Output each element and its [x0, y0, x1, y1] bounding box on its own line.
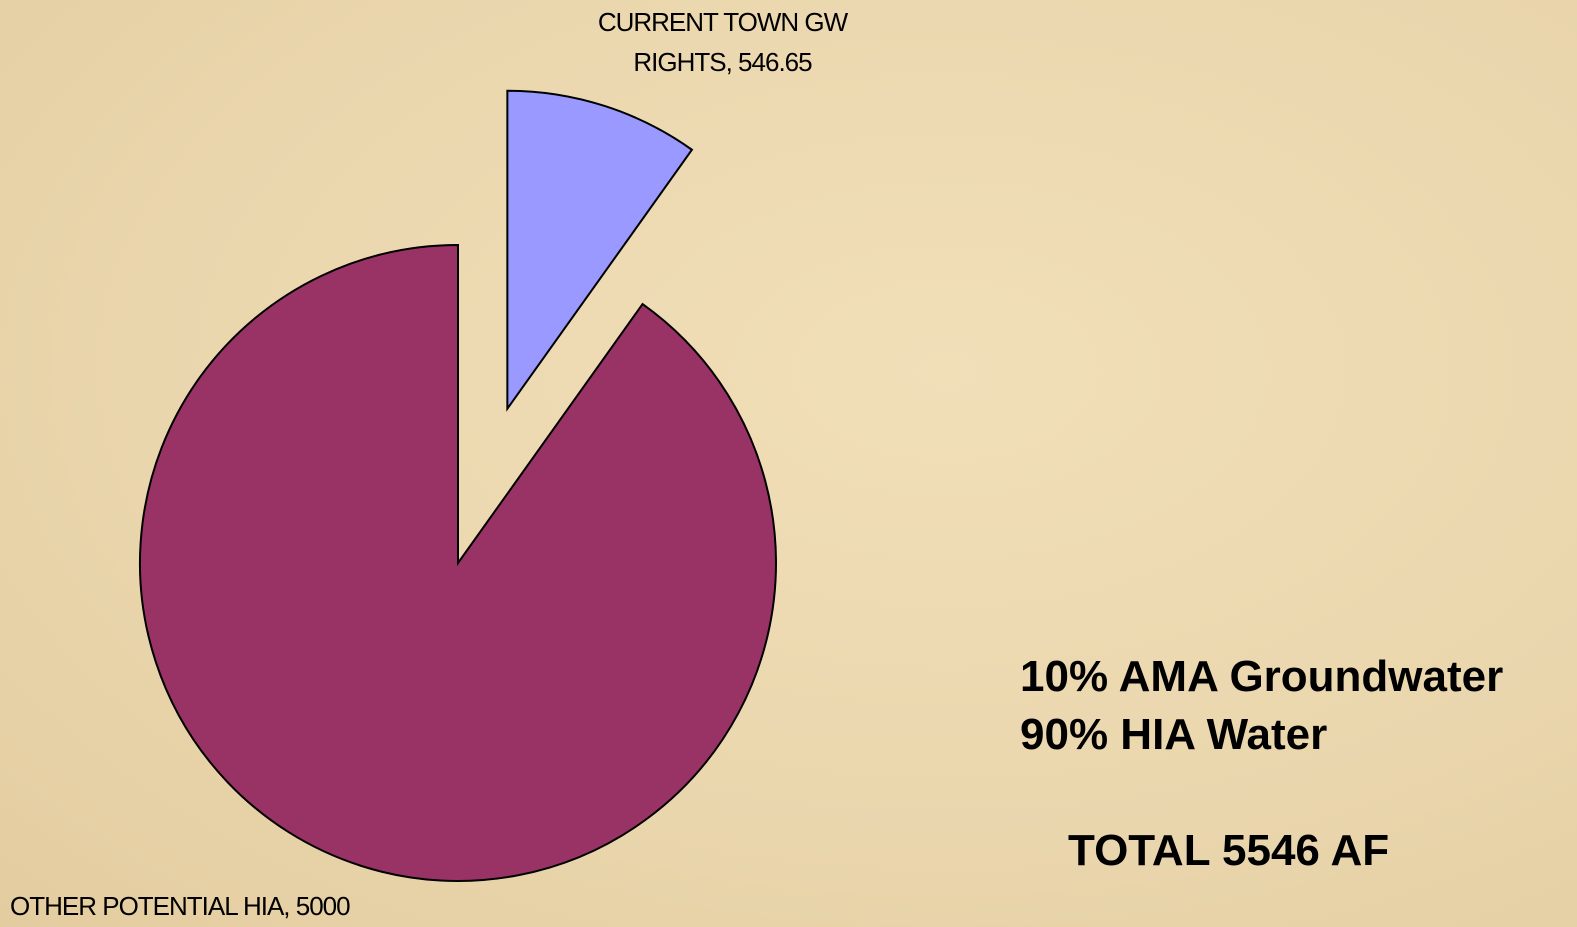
annotation: TOTAL 5546 AF	[1068, 826, 1390, 875]
annotation: 90% HIA Water	[1020, 710, 1328, 759]
data-label: CURRENT TOWN GW RIGHTS, 546.65	[597, 7, 848, 77]
data-label: OTHER POTENTIAL HIA, 5000	[10, 891, 351, 921]
pie-slice	[139, 243, 777, 882]
pie-slice	[506, 89, 694, 412]
annotation: 10% AMA Groundwater	[1020, 652, 1504, 701]
